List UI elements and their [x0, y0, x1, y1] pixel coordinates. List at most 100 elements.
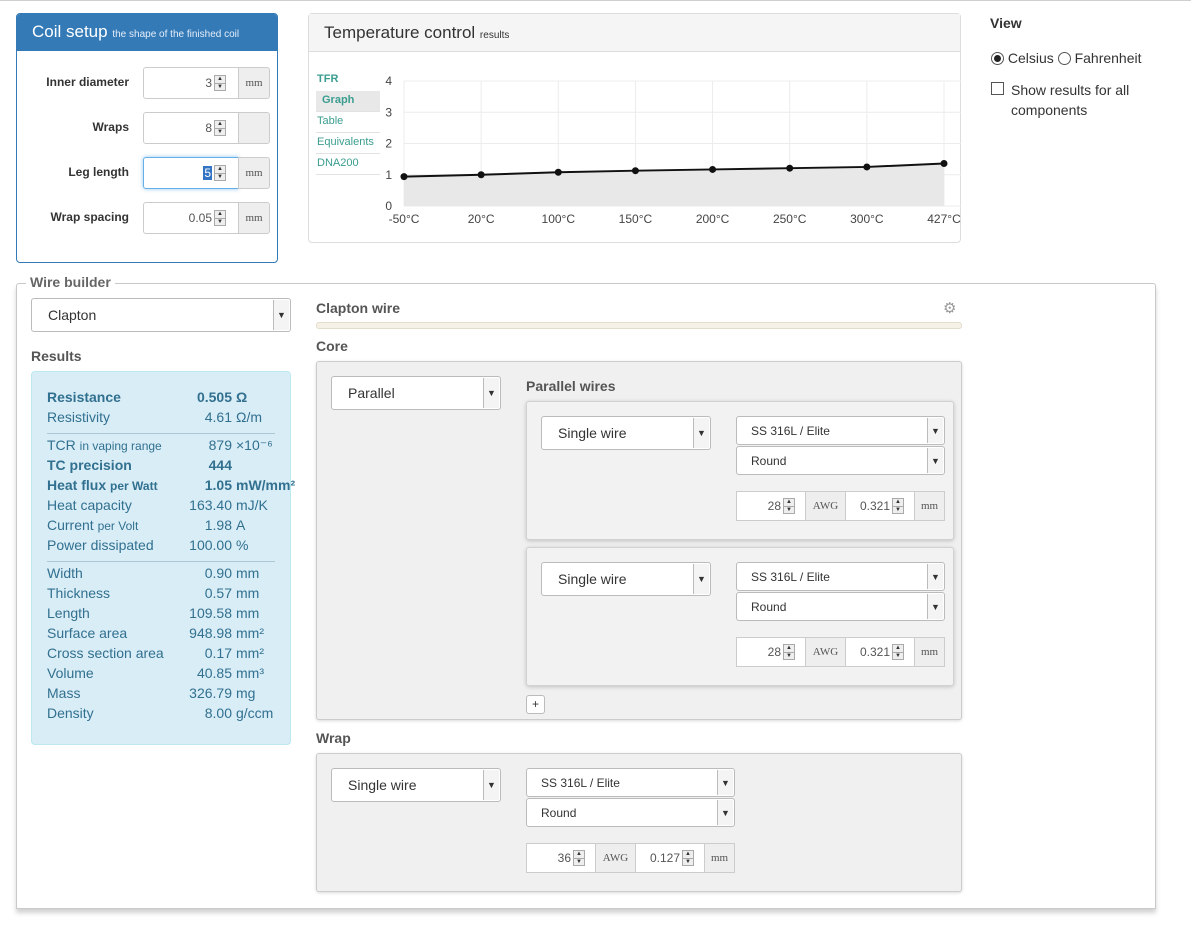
- parallel-wire-1-shape-select[interactable]: Round ▼: [736, 446, 945, 475]
- coil-setup-subtitle: the shape of the finished coil: [112, 29, 240, 40]
- leg-length-spinner-icon[interactable]: ▲ ▼: [214, 165, 226, 181]
- caret-down-icon: ▼: [927, 594, 943, 619]
- inner-diameter-input[interactable]: 3 ▲ ▼: [143, 67, 239, 99]
- spin-arrows-icon[interactable]: ▲ ▼: [573, 850, 585, 866]
- parallel-wire-1-type-select[interactable]: Single wire ▼: [541, 416, 711, 450]
- celsius-label: Celsius: [1007, 50, 1054, 66]
- result-unit: mm³: [236, 665, 264, 681]
- parallel-wire-2-awg-input[interactable]: 28 ▲ ▼: [736, 637, 806, 667]
- parallel-wire-2-mm-unit: mm: [914, 637, 945, 667]
- result-value: 109.58: [189, 605, 232, 621]
- inner-diameter-value: 3: [205, 76, 212, 90]
- wire-type-select[interactable]: Clapton ▼: [31, 298, 291, 332]
- wrap-mm-input[interactable]: 0.127 ▲ ▼: [635, 843, 705, 873]
- data-point: [554, 168, 562, 176]
- result-value: 1.05: [204, 477, 232, 493]
- spin-arrows-icon[interactable]: ▲ ▼: [783, 644, 795, 660]
- temperature-control-header: Temperature control results: [309, 14, 960, 52]
- caret-down-icon: ▼: [483, 770, 499, 800]
- leg-length-value: 5: [203, 166, 212, 180]
- wrap-awg-input[interactable]: 36 ▲ ▼: [526, 843, 596, 873]
- spin-arrows-icon[interactable]: ▲ ▼: [892, 644, 904, 660]
- wraps-input[interactable]: 8 ▲ ▼: [143, 112, 239, 144]
- result-value: 326.79: [189, 685, 232, 701]
- result-label: Width: [47, 565, 83, 581]
- caret-down-icon: ▼: [693, 418, 709, 448]
- result-unit: ×10⁻⁶: [236, 437, 273, 453]
- tab-dna200[interactable]: DNA200: [316, 154, 380, 175]
- parallel-wire-2-awg-unit: AWG: [805, 637, 846, 667]
- result-unit: mm²: [236, 625, 264, 641]
- result-thickness: Thickness 0.57 mm: [47, 585, 283, 605]
- add-parallel-wire-button[interactable]: +: [526, 695, 545, 714]
- inner-diameter-spinner-icon[interactable]: ▲ ▼: [214, 75, 226, 91]
- y-tick-label: 2: [385, 137, 392, 151]
- spin-arrows-icon[interactable]: ▲ ▼: [892, 498, 904, 514]
- results-divider: [47, 433, 275, 434]
- wrap-awg-value: 36: [557, 851, 571, 865]
- tab-tfr[interactable]: TFR: [317, 73, 339, 85]
- x-tick-label: 200°C: [696, 212, 730, 226]
- temperature-tabs: TFR Graph Table Equivalents DNA200: [316, 70, 380, 175]
- result-cross-section-area: Cross section area 0.17 mm²: [47, 645, 283, 665]
- tab-graph[interactable]: Graph: [316, 91, 380, 112]
- parallel-wire-2-type-select[interactable]: Single wire ▼: [541, 562, 711, 596]
- result-label: Thickness: [47, 585, 111, 601]
- parallel-wire-1-material-value: SS 316L / Elite: [751, 424, 830, 438]
- caret-down-icon: ▼: [693, 564, 709, 594]
- caret-down-icon: ▼: [927, 448, 943, 473]
- result-heat-flux: Heat flux per Watt 1.05 mW/mm²: [47, 477, 295, 497]
- celsius-radio[interactable]: [991, 52, 1004, 65]
- leg-length-input[interactable]: 5 ▲ ▼: [143, 157, 239, 189]
- core-select-value: Parallel: [348, 385, 395, 401]
- caret-down-icon: ▼: [273, 300, 289, 330]
- result-volume: Volume 40.85 mm³: [47, 665, 283, 685]
- spin-arrows-icon[interactable]: ▲ ▼: [682, 850, 694, 866]
- parallel-wire-2-material-select[interactable]: SS 316L / Elite ▼: [736, 562, 945, 591]
- wrap-type-select[interactable]: Single wire ▼: [331, 768, 501, 802]
- result-unit: mW/mm²: [236, 477, 296, 493]
- wraps-spinner-icon[interactable]: ▲ ▼: [214, 120, 226, 136]
- spin-arrows-icon[interactable]: ▲ ▼: [783, 498, 795, 514]
- coil-setup-panel: Coil setup the shape of the finished coi…: [16, 13, 278, 263]
- result-label: Surface area: [47, 625, 128, 641]
- x-tick-label: -50°C: [389, 212, 420, 226]
- wrap-material-select[interactable]: SS 316L / Elite ▼: [526, 768, 735, 797]
- tab-table[interactable]: Table: [316, 112, 380, 133]
- parallel-wire-2-shape-select[interactable]: Round ▼: [736, 592, 945, 621]
- result-tc-precision: TC precision 444: [47, 457, 283, 477]
- wrap-shape-value: Round: [541, 806, 577, 820]
- show-all-label: Show results for all components: [1011, 82, 1130, 118]
- result-value: 879: [208, 437, 232, 453]
- wrap-shape-select[interactable]: Round ▼: [526, 798, 735, 827]
- y-tick-label: 0: [385, 199, 392, 213]
- tab-equivalents[interactable]: Equivalents: [316, 133, 380, 154]
- wrap-spacing-spinner-icon[interactable]: ▲ ▼: [214, 210, 226, 226]
- fahrenheit-label: Fahrenheit: [1074, 50, 1142, 66]
- parallel-wire-1-awg-input[interactable]: 28 ▲ ▼: [736, 491, 806, 521]
- core-select[interactable]: Parallel ▼: [331, 376, 501, 410]
- wrap-spacing-row: Wrap spacing 0.05 ▲ ▼ mm: [17, 202, 279, 234]
- result-unit: %: [236, 537, 249, 553]
- coil-setup-title: Coil setup: [32, 22, 108, 41]
- result-unit: mm: [236, 565, 260, 581]
- wrap-spacing-input[interactable]: 0.05 ▲ ▼: [143, 202, 239, 234]
- result-density: Density 8.00 g/ccm: [47, 705, 283, 725]
- show-all-checkbox[interactable]: [991, 82, 1004, 95]
- fahrenheit-radio[interactable]: [1057, 52, 1071, 65]
- temperature-control-panel: Temperature control results TFR Graph Ta…: [308, 13, 961, 243]
- x-tick-label: 427°C: [927, 212, 961, 226]
- parallel-wire-1-material-select[interactable]: SS 316L / Elite ▼: [736, 416, 945, 445]
- inner-diameter-row: Inner diameter 3 ▲ ▼ mm: [17, 67, 279, 99]
- gear-icon[interactable]: ⚙: [943, 300, 957, 317]
- result-label: Power dissipated: [47, 537, 154, 553]
- parallel-wire-2-mm-input[interactable]: 0.321 ▲ ▼: [845, 637, 915, 667]
- parallel-wire-1-mm-input[interactable]: 0.321 ▲ ▼: [845, 491, 915, 521]
- result-label: Cross section area: [47, 645, 164, 661]
- data-point: [863, 163, 871, 171]
- wrap-mm-value: 0.127: [649, 851, 680, 865]
- wraps-row: Wraps 8 ▲ ▼: [17, 112, 279, 144]
- series-area: [404, 163, 944, 206]
- result-resistance: Resistance 0.505 Ω: [47, 389, 283, 409]
- parallel-wire-1-type-value: Single wire: [558, 425, 627, 441]
